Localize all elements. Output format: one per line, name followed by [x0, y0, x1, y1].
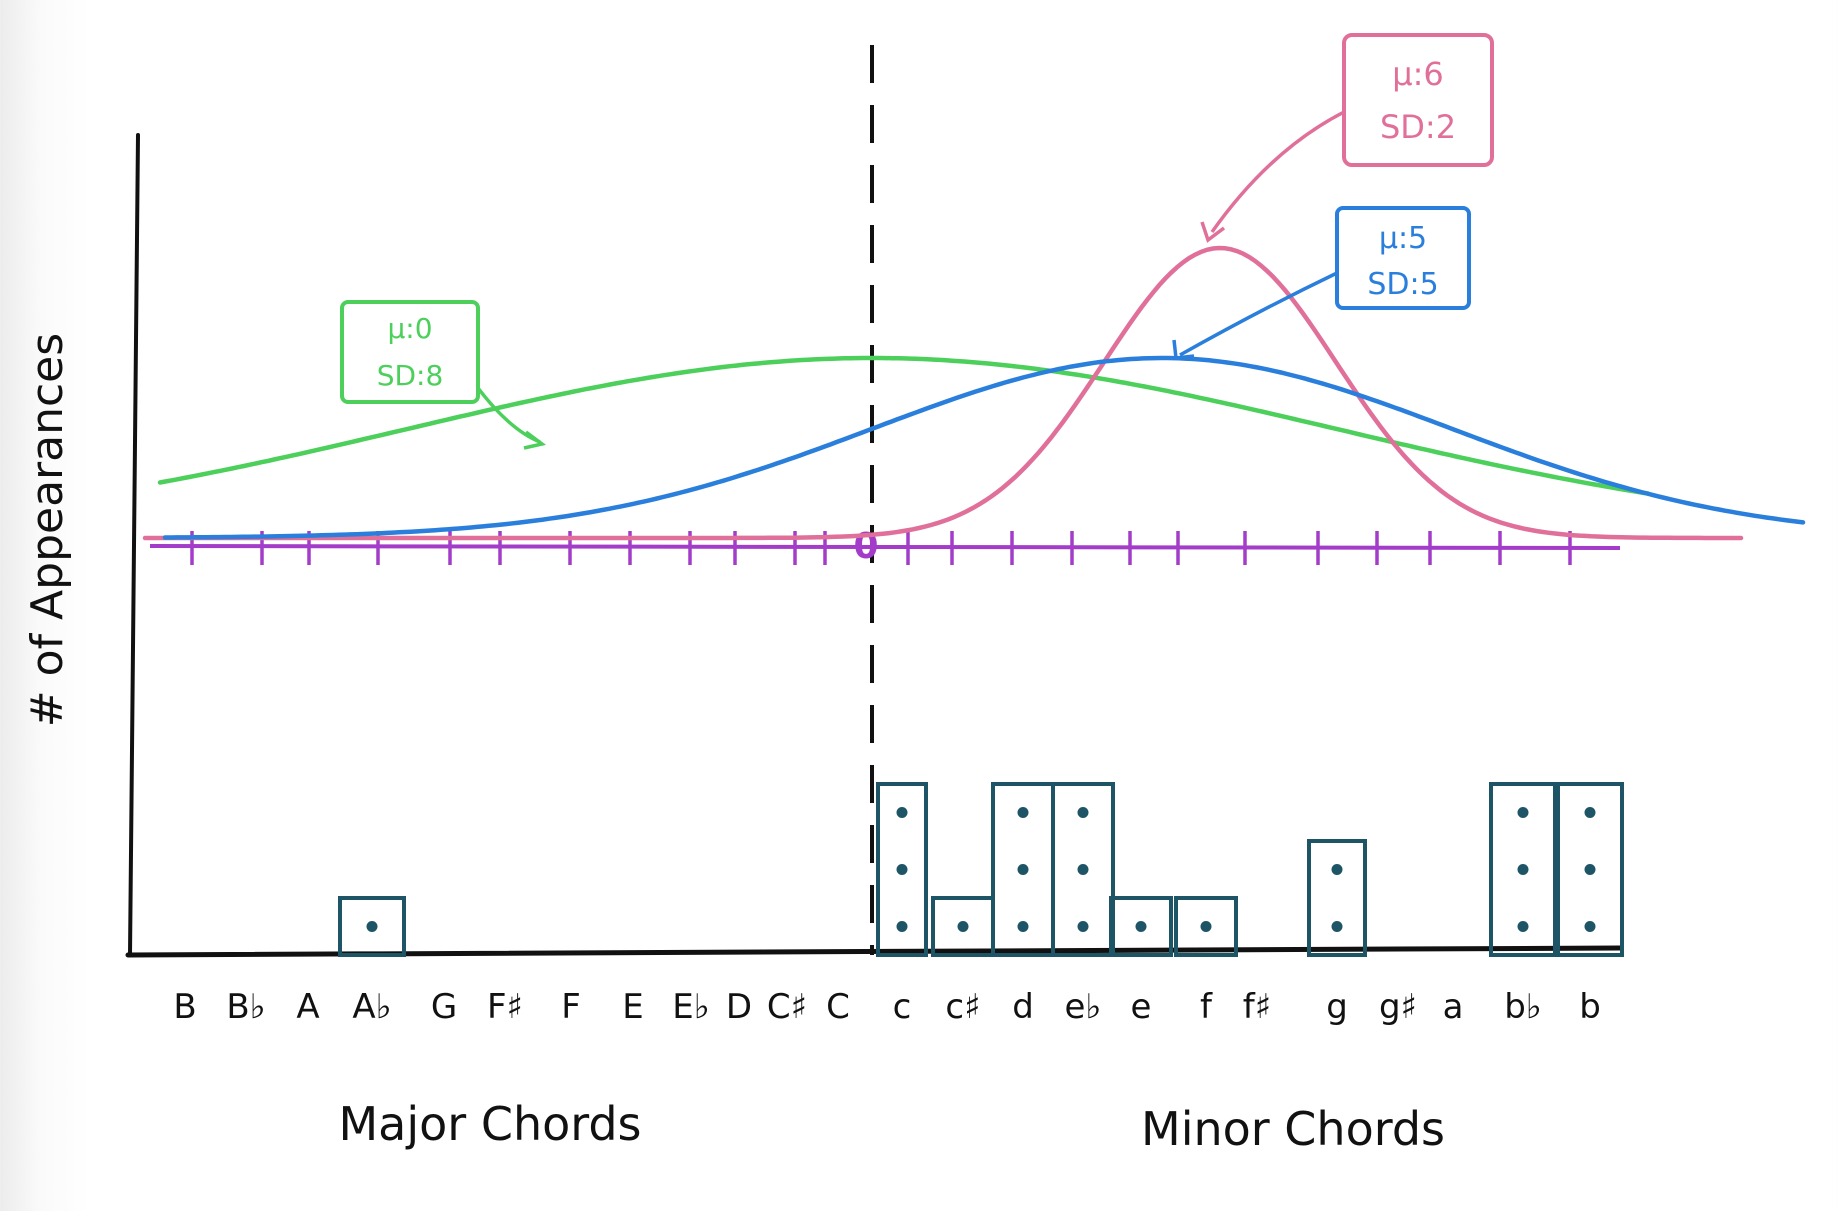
- bar-16: [1109, 896, 1173, 957]
- bar-12: [876, 782, 928, 957]
- minor-chords-label: Minor Chords: [1141, 1102, 1445, 1156]
- bar-19: [1307, 839, 1367, 957]
- category-label: E♭: [672, 987, 710, 1027]
- bar-17: [1174, 896, 1238, 957]
- annotation-green-sd: SD:8: [377, 359, 444, 392]
- annotation-green-mu: μ:0: [387, 312, 432, 345]
- category-label: c♯: [945, 987, 980, 1027]
- number-line-ticks: [190, 531, 1572, 565]
- category-label: F: [561, 987, 581, 1027]
- bar-15: [1051, 782, 1115, 957]
- bar-dot: [896, 921, 908, 932]
- bar-dot: [1017, 921, 1029, 932]
- category-label: C: [826, 987, 850, 1027]
- bar-23: [1556, 782, 1624, 957]
- category-label: g: [1326, 987, 1348, 1027]
- category-label: b: [1579, 987, 1601, 1027]
- bar-dot: [1077, 921, 1089, 932]
- annotation-green: μ:0 SD:8: [340, 300, 547, 450]
- curve-1: [142, 245, 1744, 541]
- bar-22: [1489, 782, 1557, 957]
- bar-dot: [896, 807, 908, 818]
- bar-dot: [957, 921, 969, 932]
- category-label: D: [726, 987, 752, 1027]
- bar-dot: [1135, 921, 1147, 932]
- category-label: G: [431, 987, 457, 1027]
- bar-3: [338, 896, 406, 957]
- category-label: e♭: [1065, 987, 1102, 1027]
- major-chords-label: Major Chords: [338, 1097, 641, 1151]
- bar-dot: [1517, 921, 1529, 932]
- category-label: E: [622, 987, 643, 1027]
- category-label: C♯: [767, 987, 807, 1027]
- category-label: a: [1443, 987, 1464, 1027]
- bar-dot: [1331, 921, 1343, 932]
- annotation-blue-mu: μ:5: [1379, 221, 1427, 256]
- category-label: F♯: [487, 987, 523, 1027]
- curve-2: [162, 355, 1806, 540]
- category-label: b♭: [1504, 987, 1542, 1027]
- category-label: c: [893, 987, 912, 1027]
- zero-label: 0: [853, 526, 878, 567]
- bar-dot: [366, 921, 378, 932]
- annotation-pink-sd: SD:2: [1380, 108, 1456, 146]
- bar-dot: [1017, 807, 1029, 818]
- category-label: A♭: [352, 987, 391, 1027]
- bar-dot: [1200, 921, 1212, 932]
- bar-dot: [1584, 807, 1596, 818]
- y-axis-label: # of Appearances: [22, 333, 73, 727]
- y-axis: [128, 133, 140, 957]
- number-line: [149, 544, 1621, 550]
- annotation-blue: μ:5 SD:5: [1172, 206, 1471, 360]
- category-label: g♯: [1379, 987, 1417, 1027]
- category-label: e: [1131, 987, 1152, 1027]
- bar-dot: [1584, 864, 1596, 875]
- bar-dot: [896, 864, 908, 875]
- bar-dot: [1584, 921, 1596, 932]
- bars: [338, 782, 1624, 957]
- annotation-blue-sd: SD:5: [1367, 267, 1438, 302]
- bar-dot: [1077, 864, 1089, 875]
- annotation-pink-mu: μ:6: [1392, 55, 1444, 93]
- category-label: f: [1200, 987, 1213, 1027]
- category-label: A: [296, 987, 319, 1027]
- bar-dot: [1517, 807, 1529, 818]
- curve-0: [157, 355, 1651, 496]
- bar-dot: [1517, 864, 1529, 875]
- distribution-curves: [142, 245, 1806, 541]
- category-label: f♯: [1243, 987, 1271, 1027]
- annotation-pink: μ:6 SD:2: [1200, 33, 1494, 243]
- bar-dot: [1077, 807, 1089, 818]
- bar-dot: [1331, 864, 1343, 875]
- category-label: B♭: [226, 987, 265, 1027]
- bar-dot: [1017, 864, 1029, 875]
- category-label: d: [1012, 987, 1034, 1027]
- category-label: B: [173, 987, 196, 1027]
